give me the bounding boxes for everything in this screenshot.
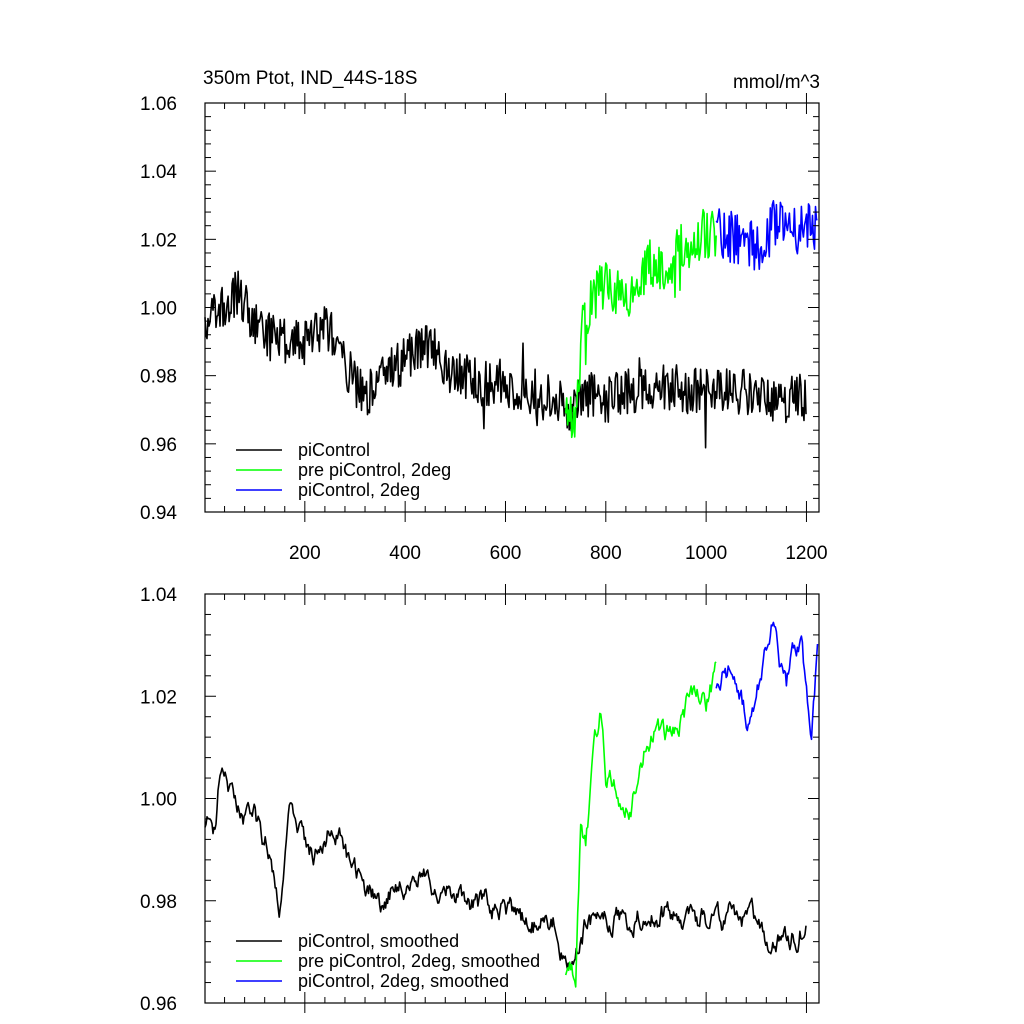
top-series-line-3 <box>715 200 818 271</box>
top-series-line-2 <box>564 208 717 439</box>
bottom-legend-label-3: piControl, 2deg, smoothed <box>298 971 509 991</box>
top-y-tick-label: 1.06 <box>140 94 177 115</box>
top-x-tick-label: 200 <box>289 543 321 564</box>
bottom-plot-frame <box>204 593 820 1004</box>
top-y-tick-label: 0.94 <box>140 503 177 524</box>
bottom-series-line-1 <box>204 767 807 970</box>
bottom-ticks-group: 0.96 0.98 1.00 1.02 1.04 <box>140 584 819 1015</box>
bottom-y-tick-label: 1.04 <box>140 585 177 606</box>
top-legend-label-3: piControl, 2deg <box>298 480 420 500</box>
units-label: mmol/m^3 <box>733 72 820 93</box>
top-y-tick-label: 0.96 <box>140 435 177 456</box>
bottom-legend-label-1: piControl, smoothed <box>298 931 459 951</box>
top-y-tick-label: 0.98 <box>140 367 177 388</box>
top-legend-label-1: piControl <box>298 440 370 460</box>
top-series-group <box>204 200 818 449</box>
top-x-tick-label: 800 <box>590 543 622 564</box>
top-x-tick-label: 400 <box>389 543 421 564</box>
chart-title: 350m Ptot, IND_44S-18S <box>203 68 417 89</box>
top-plot-frame <box>204 102 820 513</box>
top-legend-label-2: pre piControl, 2deg <box>298 460 451 480</box>
top-y-tick-label: 1.04 <box>140 162 177 183</box>
top-y-tick-label: 1.02 <box>140 230 177 251</box>
top-y-tick-label: 1.00 <box>140 299 177 320</box>
top-panel: 350m Ptot, IND_44S-18S mmol/m^3 0.94 0.96… <box>140 68 828 564</box>
top-ticks-group: 0.94 0.96 0.98 1.00 1.02 1.04 1.06 200 400 600 800… <box>140 93 828 564</box>
bottom-panel: 0.96 0.98 1.00 1.02 1.04 piControl, smoothed… <box>140 584 820 1015</box>
bottom-series-line-3 <box>715 621 819 741</box>
bottom-y-tick-label: 0.98 <box>140 892 177 913</box>
bottom-y-tick-label: 1.00 <box>140 790 177 811</box>
top-series-line-1 <box>204 270 807 449</box>
bottom-series-line-2 <box>564 661 717 988</box>
bottom-y-tick-label: 0.96 <box>140 994 177 1015</box>
top-x-tick-label: 1200 <box>785 543 827 564</box>
bottom-legend-label-2: pre piControl, 2deg, smoothed <box>298 951 540 971</box>
top-x-tick-label: 600 <box>490 543 522 564</box>
top-x-tick-label: 1000 <box>685 543 727 564</box>
bottom-y-tick-label: 1.02 <box>140 687 177 708</box>
bottom-series-group <box>204 621 819 988</box>
